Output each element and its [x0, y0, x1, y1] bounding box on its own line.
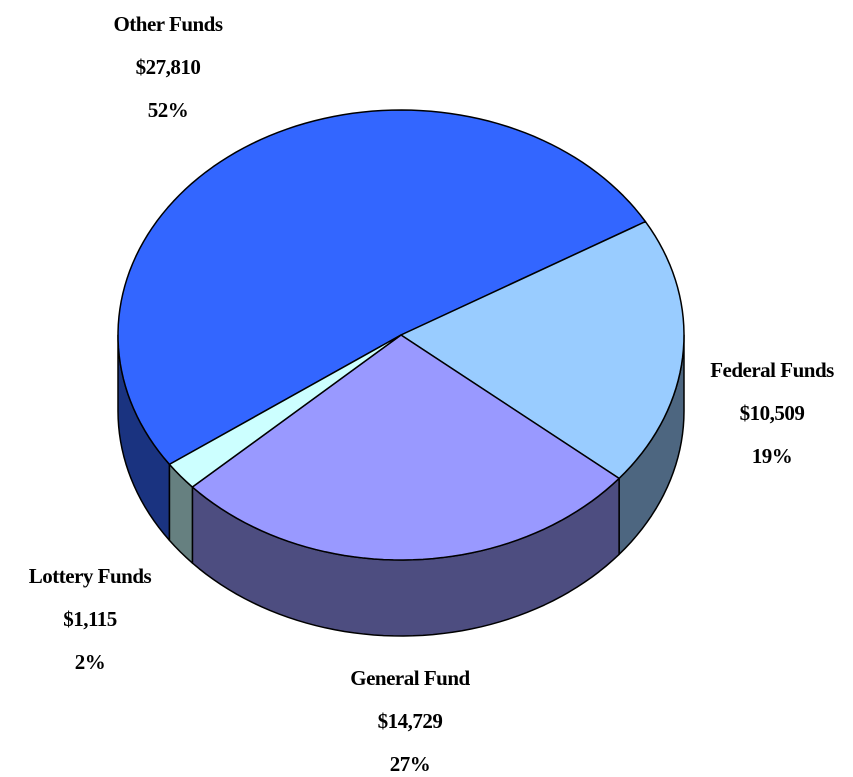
percent-label: 2% [75, 650, 106, 674]
value-label: $27,810 [136, 55, 201, 79]
value-label: $10,509 [740, 401, 805, 425]
slice [400, 220, 685, 480]
percent-label: 19% [752, 444, 793, 468]
percent-label: 27% [390, 752, 431, 776]
slice [117, 109, 647, 466]
value-label: $1,115 [63, 607, 117, 631]
slice-label: Lottery Funds [29, 564, 152, 588]
percent-label: 52% [148, 98, 189, 122]
slice [168, 334, 402, 488]
slice [191, 334, 620, 561]
slice-label: General Fund [350, 666, 470, 690]
value-label: $14,729 [378, 709, 443, 733]
slice-label: Other Funds [113, 12, 222, 36]
slice-label: Federal Funds [710, 358, 834, 382]
